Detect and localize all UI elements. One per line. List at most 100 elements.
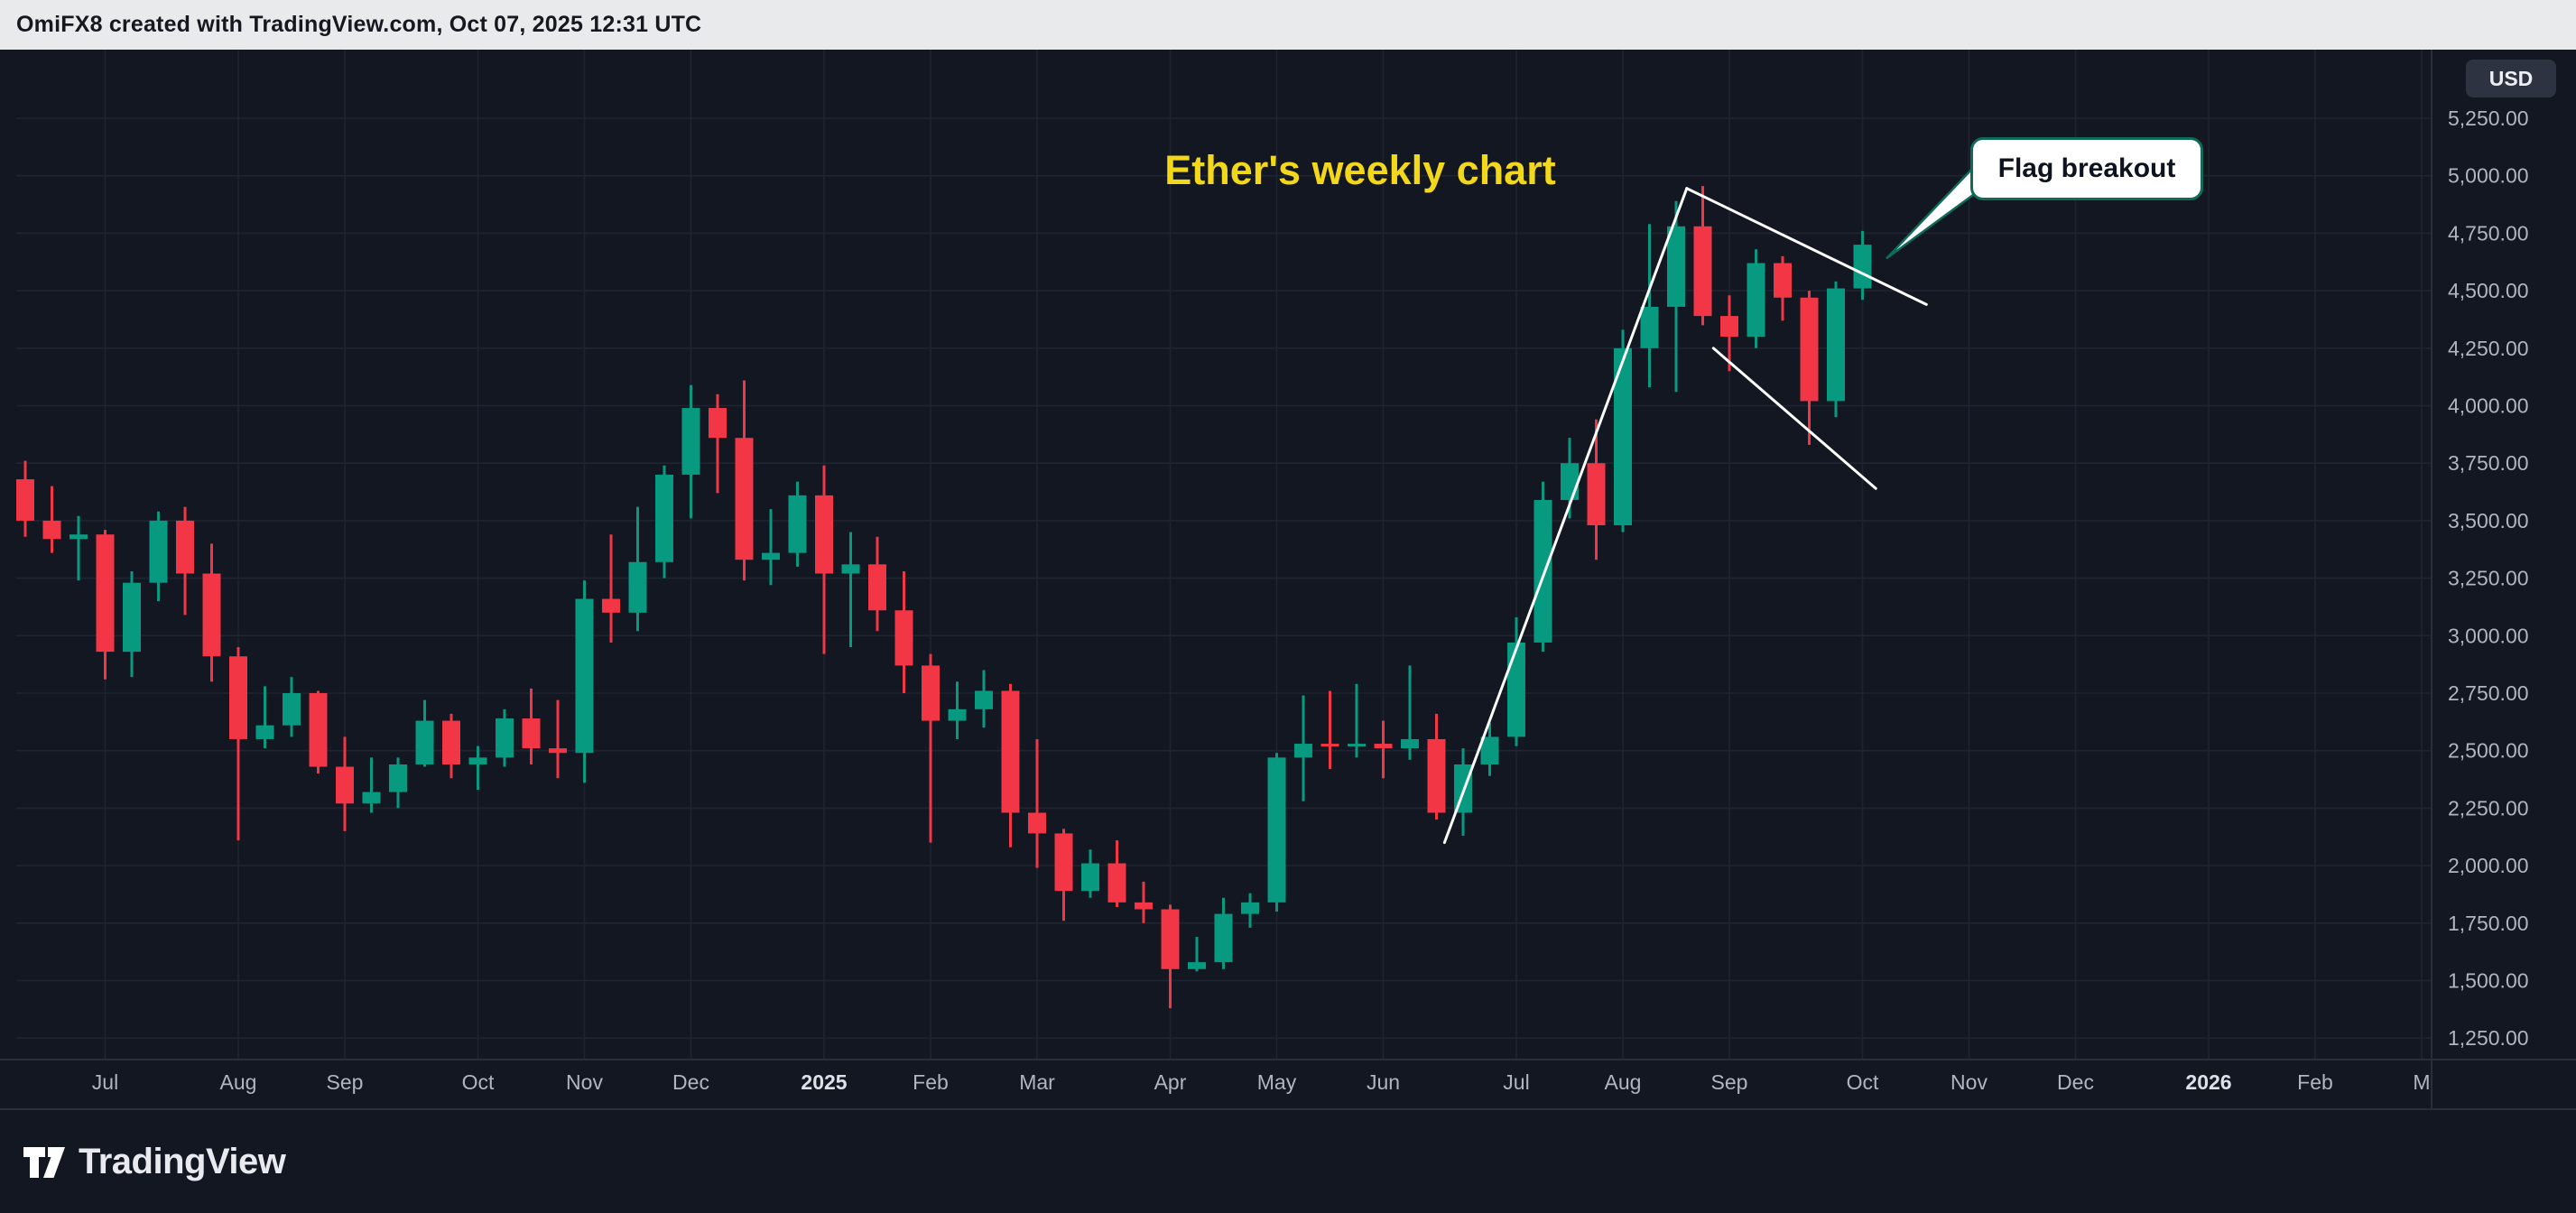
candle xyxy=(1001,683,1020,847)
time-axis-label: Nov xyxy=(1951,1070,1988,1094)
price-axis-label: 3,250.00 xyxy=(2448,567,2529,590)
candle xyxy=(336,736,354,831)
candle xyxy=(1853,230,1872,301)
time-axis-label: Mar xyxy=(1019,1070,1055,1094)
tradingview-logo[interactable]: TradingView xyxy=(23,1142,286,1182)
candle xyxy=(96,530,115,680)
candle xyxy=(1188,937,1206,972)
callout-text: Flag breakout xyxy=(1997,153,2176,183)
time-axis-label: Jul xyxy=(1503,1070,1529,1094)
price-axis-label: 4,750.00 xyxy=(2448,221,2529,245)
candle xyxy=(575,580,594,783)
price-axis-label: 3,750.00 xyxy=(2448,451,2529,475)
candle xyxy=(1401,665,1419,760)
candle xyxy=(442,713,460,779)
candle xyxy=(948,681,967,739)
candle xyxy=(1374,720,1393,779)
time-axis-label: Jul xyxy=(92,1070,118,1094)
attribution-bar: OmiFX8 created with TradingView.com, Oct… xyxy=(0,0,2576,50)
candle xyxy=(815,465,833,654)
price-axis-label: 3,500.00 xyxy=(2448,509,2529,532)
time-axis-label: Dec xyxy=(672,1070,709,1094)
candle xyxy=(1693,186,1712,326)
candle xyxy=(1747,249,1765,348)
candle xyxy=(1081,849,1099,898)
time-axis-label: Feb xyxy=(913,1070,949,1094)
time-axis-label: Aug xyxy=(220,1070,257,1094)
price-axis-label: 1,250.00 xyxy=(2448,1026,2529,1050)
candle xyxy=(735,380,754,581)
candle xyxy=(628,506,647,632)
price-axis-label: 4,500.00 xyxy=(2448,279,2529,302)
candle xyxy=(1640,224,1659,388)
candle xyxy=(149,511,168,602)
candle xyxy=(1480,723,1499,776)
candle xyxy=(1348,683,1366,758)
candle xyxy=(202,543,221,682)
candle xyxy=(123,570,141,678)
candle xyxy=(42,486,61,553)
tradingview-logo-icon xyxy=(23,1146,65,1178)
time-axis-label: Nov xyxy=(566,1070,603,1094)
candle xyxy=(1161,904,1180,1009)
time-axis-label: 2026 xyxy=(2185,1070,2231,1094)
candle xyxy=(362,757,381,813)
price-axis-label: 5,250.00 xyxy=(2448,106,2529,130)
candle xyxy=(1028,738,1046,868)
time-axis-label: Sep xyxy=(1711,1070,1748,1094)
candle xyxy=(1800,291,1819,445)
price-axis-label: 1,750.00 xyxy=(2448,912,2529,935)
candle xyxy=(762,509,780,586)
candle xyxy=(16,460,34,537)
chart-title-annotation: Ether's weekly chart xyxy=(1164,147,1556,193)
price-axis[interactable]: 5,250.00 5,000.00 4,750.00 4,500.00 4,250.00… xyxy=(2448,106,2529,1050)
candle xyxy=(602,534,620,643)
candle xyxy=(1427,713,1446,820)
candle xyxy=(1667,200,1685,393)
candle xyxy=(1720,295,1738,372)
time-axis-label: Apr xyxy=(1154,1070,1187,1094)
candle xyxy=(922,653,940,843)
tradingview-wordmark: TradingView xyxy=(79,1142,286,1181)
candle xyxy=(709,394,727,494)
candle xyxy=(1774,255,1792,321)
candle xyxy=(309,690,328,774)
candle xyxy=(681,384,700,519)
candle xyxy=(496,708,514,767)
candles xyxy=(16,186,1872,1009)
price-axis-label: 2,500.00 xyxy=(2448,739,2529,763)
candle xyxy=(415,699,434,767)
bottom-bar: TradingView xyxy=(0,1111,2576,1213)
candle xyxy=(1827,281,1845,418)
trendline-flag-upper-boundary xyxy=(1685,187,1928,306)
trendline-flag-lower-boundary xyxy=(1711,347,1877,490)
trendline-flag-pole xyxy=(1442,187,1689,845)
candle xyxy=(655,465,673,579)
time-axis-label: Feb xyxy=(2297,1070,2333,1094)
currency-button[interactable]: USD xyxy=(2466,60,2556,97)
candle xyxy=(229,647,247,841)
candle xyxy=(1587,419,1606,560)
price-axis-label: 1,500.00 xyxy=(2448,969,2529,993)
candle xyxy=(1214,897,1233,969)
time-axis[interactable]: Jul Aug Sep Oct Nov Dec 2025 Feb Mar Apr May Jun Jul… xyxy=(92,1070,2431,1094)
candle xyxy=(1294,695,1312,801)
candle xyxy=(389,757,407,809)
time-axis-label: Dec xyxy=(2057,1070,2094,1094)
time-axis-label: Aug xyxy=(1605,1070,1642,1094)
time-axis-label: Oct xyxy=(1847,1070,1879,1094)
time-axis-label: M xyxy=(2413,1070,2430,1094)
price-axis-label: 3,000.00 xyxy=(2448,624,2529,647)
price-axis-label: 4,000.00 xyxy=(2448,394,2529,418)
price-axis-label: 2,250.00 xyxy=(2448,796,2529,819)
candle xyxy=(894,570,913,693)
candle xyxy=(1267,753,1286,912)
price-axis-label: 2,000.00 xyxy=(2448,854,2529,877)
price-axis-label: 4,250.00 xyxy=(2448,337,2529,360)
candle xyxy=(283,677,301,737)
time-axis-label: Sep xyxy=(327,1070,364,1094)
candle xyxy=(1507,616,1525,746)
callout-tail xyxy=(1886,164,1975,260)
candle xyxy=(841,532,860,648)
